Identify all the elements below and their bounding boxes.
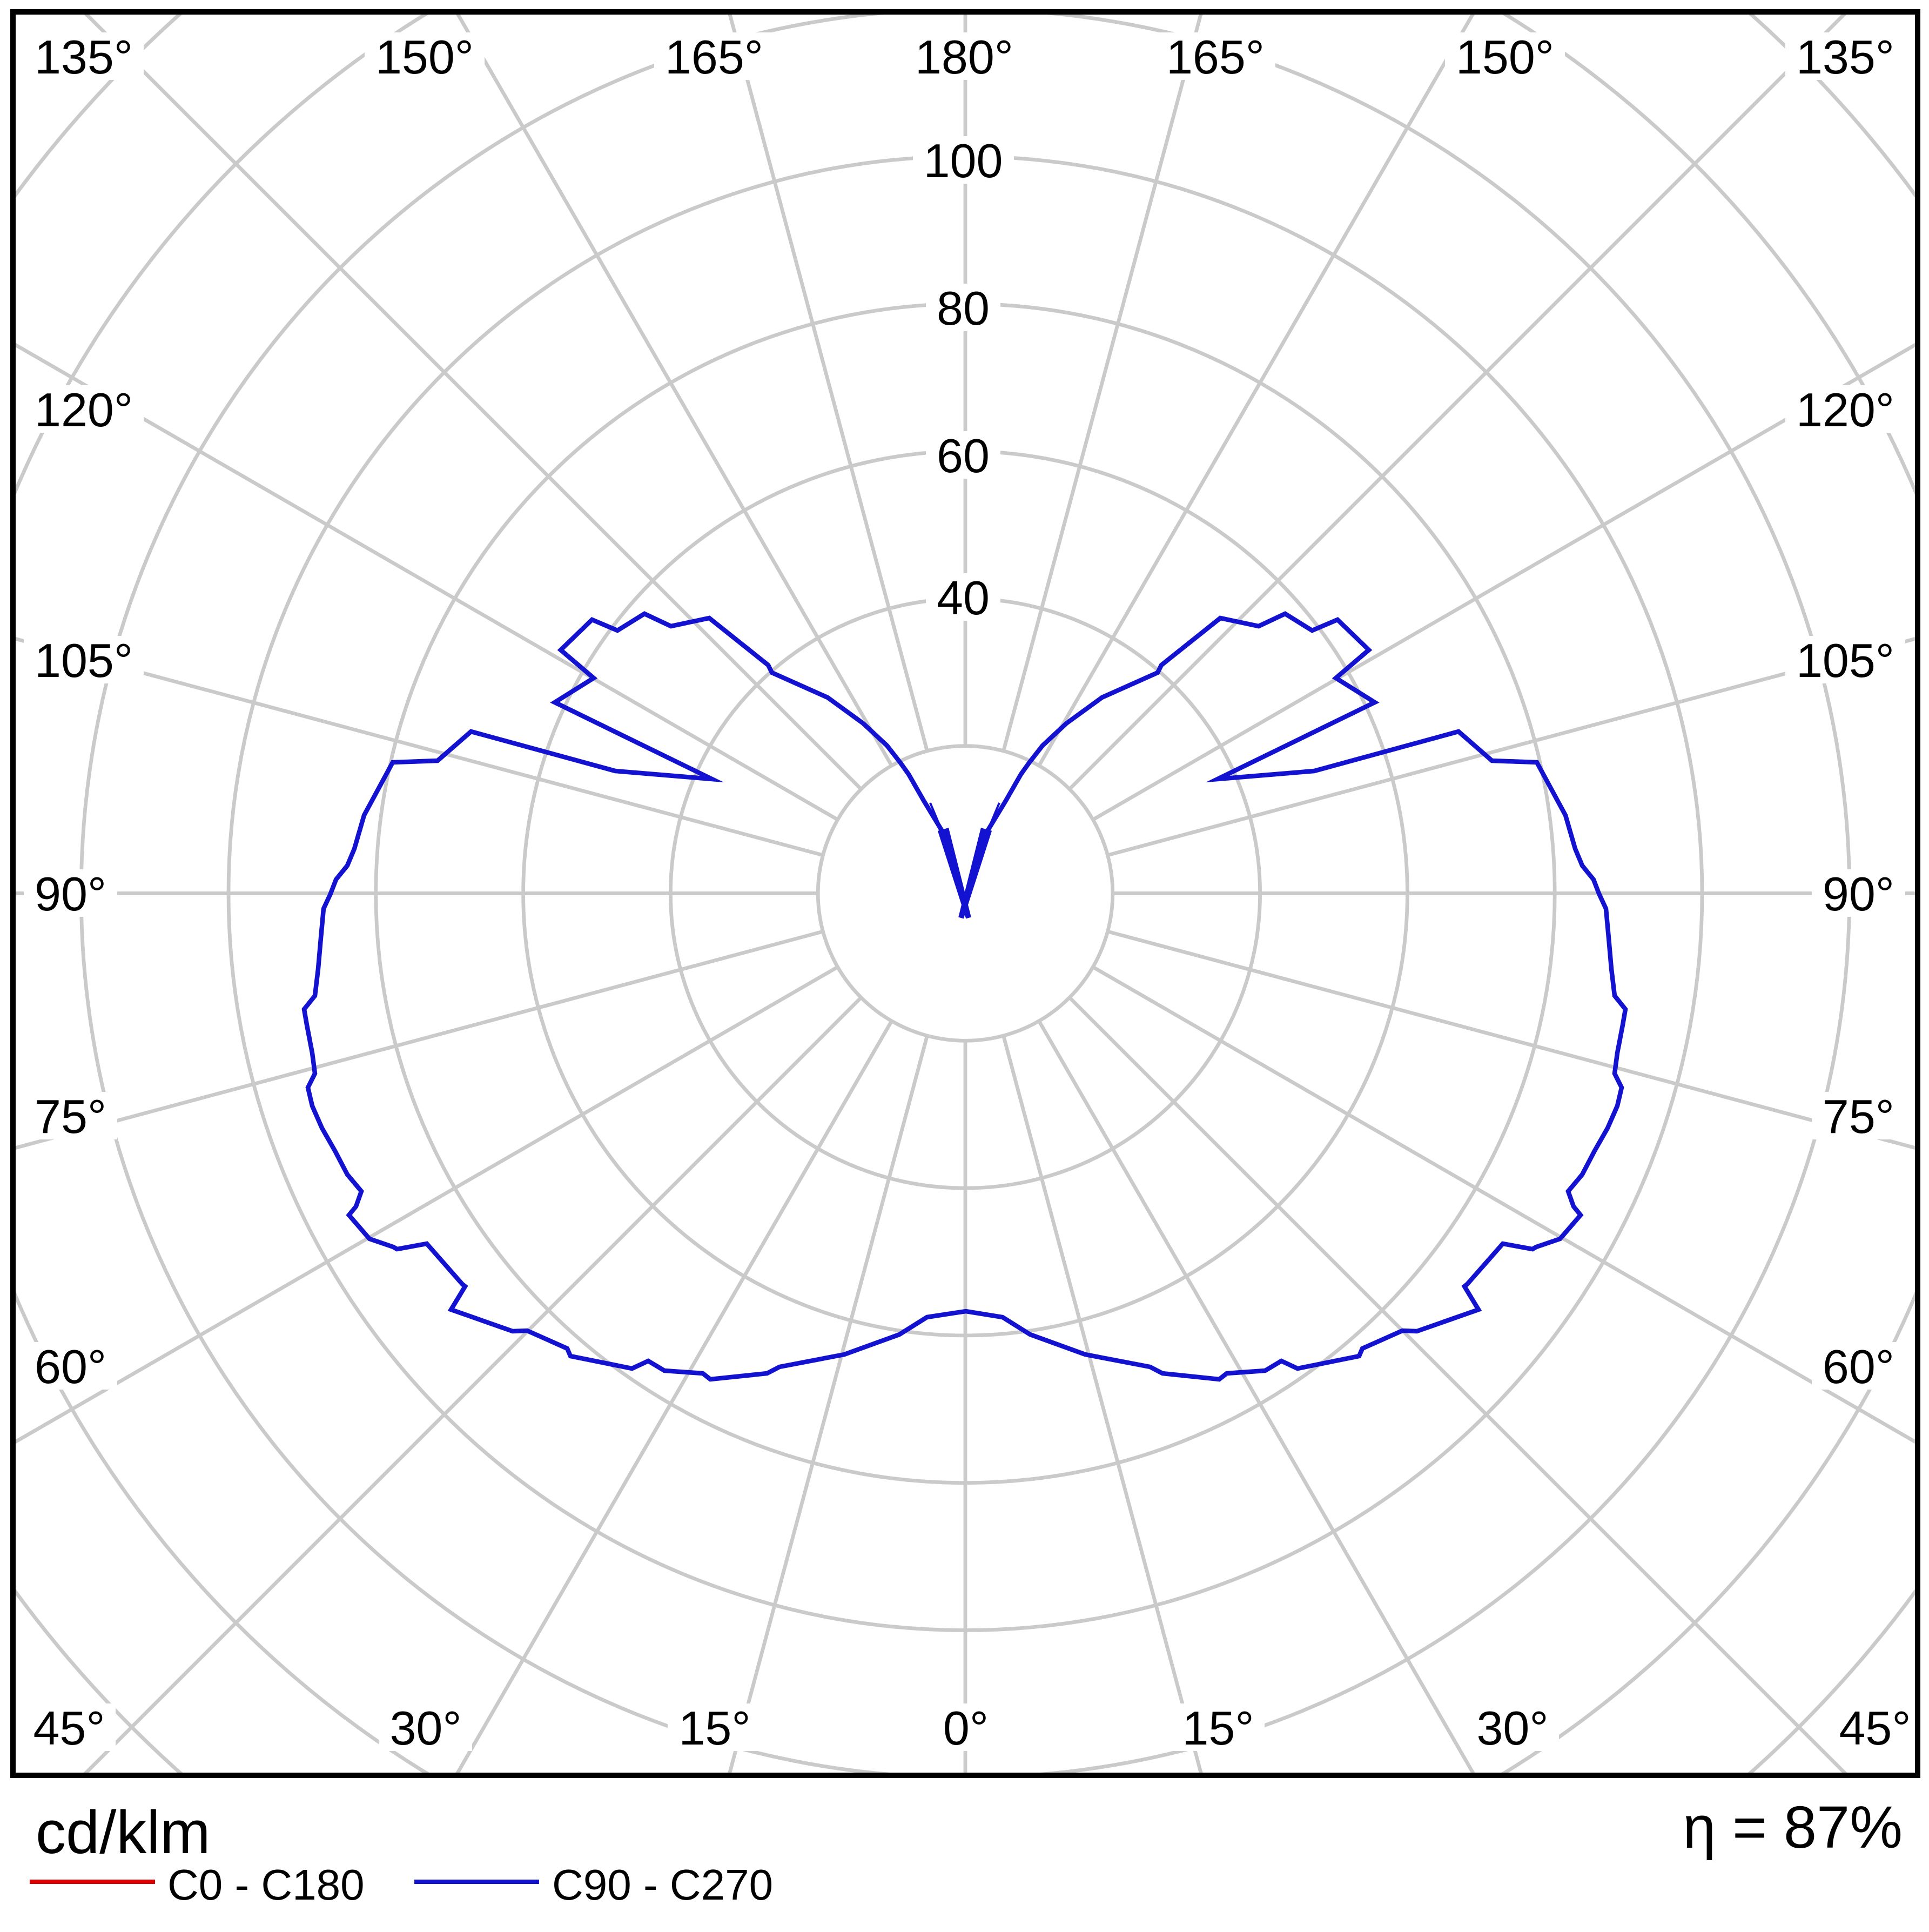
svg-text:75°: 75° bbox=[35, 1090, 106, 1143]
svg-text:150°: 150° bbox=[1456, 30, 1554, 84]
svg-text:C0 - C180: C0 - C180 bbox=[167, 1861, 365, 1909]
svg-text:15°: 15° bbox=[678, 1701, 750, 1755]
svg-text:η = 87%: η = 87% bbox=[1683, 1794, 1903, 1861]
svg-text:30°: 30° bbox=[389, 1701, 461, 1755]
svg-text:cd/klm: cd/klm bbox=[36, 1799, 211, 1866]
svg-text:60: 60 bbox=[937, 429, 990, 482]
svg-text:165°: 165° bbox=[1166, 30, 1265, 84]
svg-text:165°: 165° bbox=[665, 30, 763, 84]
svg-text:105°: 105° bbox=[1796, 634, 1894, 687]
svg-text:100: 100 bbox=[924, 134, 1003, 187]
svg-text:40: 40 bbox=[937, 571, 990, 625]
svg-text:135°: 135° bbox=[1796, 30, 1894, 84]
svg-text:60°: 60° bbox=[1823, 1340, 1894, 1393]
svg-text:60°: 60° bbox=[35, 1340, 106, 1393]
svg-text:45°: 45° bbox=[1839, 1701, 1911, 1755]
svg-text:180°: 180° bbox=[915, 30, 1013, 84]
svg-text:C90 - C270: C90 - C270 bbox=[552, 1861, 773, 1909]
svg-text:135°: 135° bbox=[35, 30, 133, 84]
svg-text:105°: 105° bbox=[35, 634, 133, 687]
svg-text:120°: 120° bbox=[35, 383, 133, 437]
svg-text:75°: 75° bbox=[1823, 1090, 1894, 1143]
svg-text:80: 80 bbox=[937, 281, 990, 335]
svg-text:45°: 45° bbox=[33, 1701, 105, 1755]
svg-text:30°: 30° bbox=[1476, 1701, 1548, 1755]
svg-text:15°: 15° bbox=[1182, 1701, 1254, 1755]
svg-text:0°: 0° bbox=[943, 1701, 989, 1755]
svg-text:150°: 150° bbox=[375, 30, 474, 84]
svg-text:90°: 90° bbox=[35, 867, 106, 921]
svg-text:90°: 90° bbox=[1823, 867, 1894, 921]
svg-text:120°: 120° bbox=[1796, 383, 1894, 437]
